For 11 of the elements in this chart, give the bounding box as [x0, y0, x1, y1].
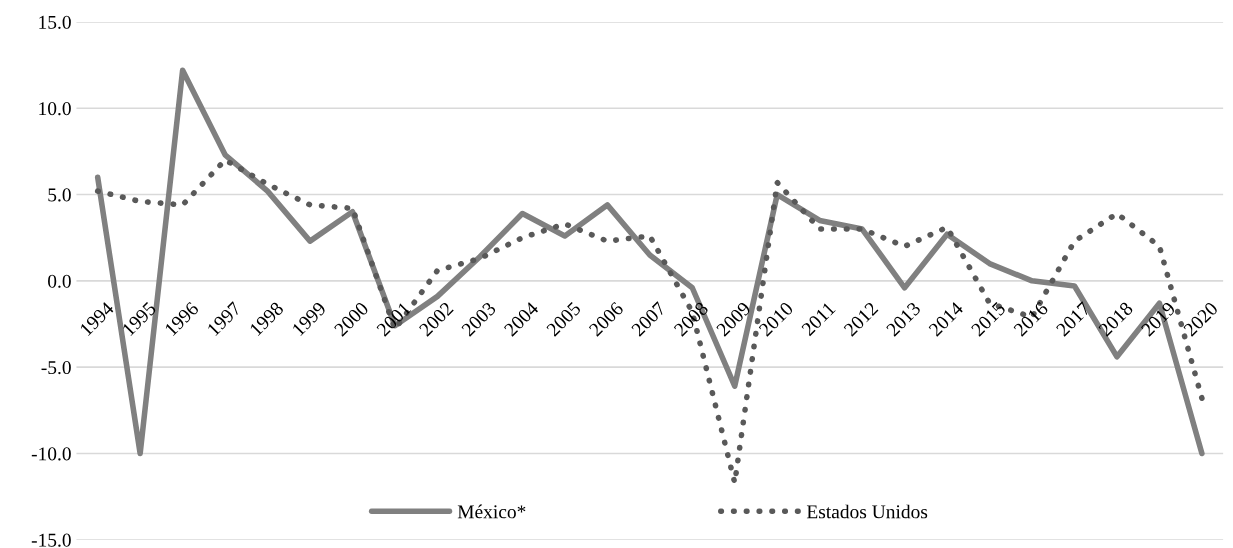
- legend-label: Estados Unidos: [806, 504, 928, 519]
- y-tick-label: 5.0: [48, 188, 71, 202]
- y-tick-label: 10.0: [39, 102, 71, 116]
- y-tick-label: 15.0: [39, 15, 71, 29]
- y-tick-label: -5.0: [41, 360, 71, 375]
- x-tick-label: 2011: [800, 301, 836, 337]
- y-tick-label: 0.0: [48, 274, 71, 288]
- x-tick-label: 1999: [291, 301, 327, 337]
- legend-label: México*: [457, 504, 526, 519]
- y-tick-label: -10.0: [31, 447, 71, 461]
- y-tick-label: -15.0: [31, 533, 71, 547]
